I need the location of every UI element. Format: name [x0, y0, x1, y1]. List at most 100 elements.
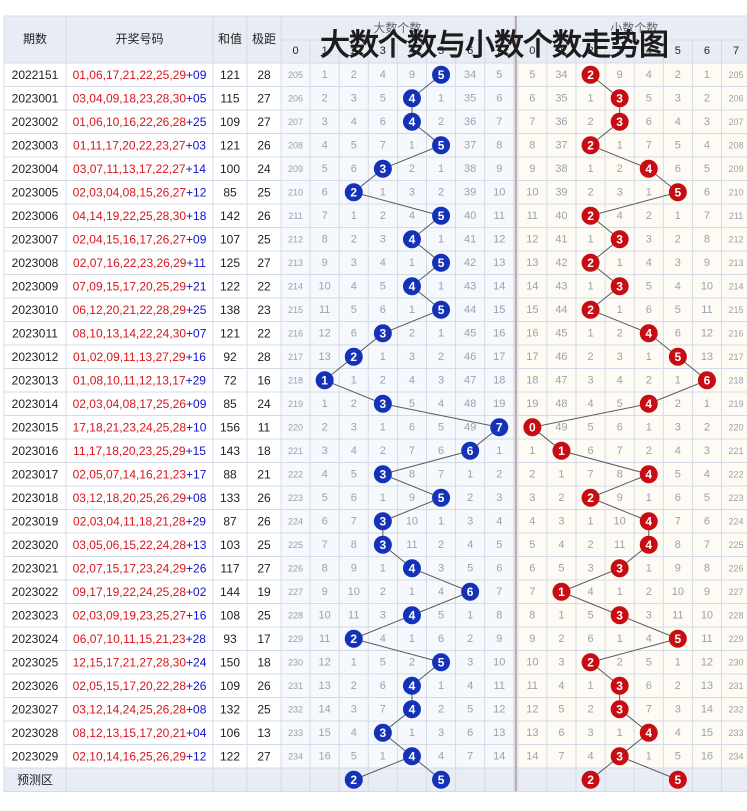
miss-cell: 1 — [587, 680, 593, 692]
big-ball — [373, 535, 392, 554]
numbers-cell: 11,17,18,20,23,25,29+15 — [73, 444, 206, 458]
predict-big-ball — [344, 770, 363, 789]
numbers-cell: 02,03,04,11,18,21,28+29 — [73, 514, 206, 528]
numbers-cell: 03,12,18,20,25,26,29+08 — [73, 491, 207, 505]
tick-label: 0 — [292, 45, 298, 57]
miss-cell: 222 — [288, 469, 303, 479]
big-ball — [402, 230, 421, 249]
sum-cell: 142 — [220, 209, 240, 223]
miss-cell: 19 — [493, 398, 505, 410]
miss-cell: 13 — [701, 680, 713, 692]
miss-cell: 2 — [438, 186, 444, 198]
miss-cell: 6 — [646, 116, 652, 128]
miss-cell: 210 — [288, 187, 303, 197]
miss-cell: 5 — [675, 468, 681, 480]
miss-cell: 2 — [675, 680, 681, 692]
miss-cell: 4 — [529, 515, 535, 527]
miss-cell: 7 — [351, 515, 357, 527]
range-cell: 25 — [257, 232, 271, 246]
miss-cell: 5 — [558, 703, 564, 715]
miss-cell: 11 — [494, 210, 505, 222]
range-cell: 26 — [257, 138, 271, 152]
miss-cell: 217 — [288, 352, 303, 362]
range-cell: 27 — [257, 561, 271, 575]
miss-cell: 1 — [704, 69, 710, 81]
miss-cell: 6 — [675, 163, 681, 175]
range-cell: 28 — [257, 350, 271, 364]
period-cell: 2023001 — [12, 91, 59, 105]
header-sum: 和值 — [218, 31, 242, 46]
miss-cell: 1 — [438, 680, 444, 692]
miss-cell: 5 — [438, 421, 444, 433]
numbers-cell: 02,03,09,19,23,25,27+16 — [73, 608, 207, 622]
period-cell: 2023007 — [12, 232, 59, 246]
miss-cell: 1 — [617, 139, 623, 151]
tick-label: 6 — [467, 45, 473, 57]
big-ball — [315, 371, 334, 390]
miss-cell: 4 — [409, 374, 415, 386]
miss-cell: 2 — [587, 351, 593, 363]
miss-cell: 2 — [675, 233, 681, 245]
miss-cell: 3 — [380, 233, 386, 245]
miss-cell: 2 — [467, 633, 473, 645]
numbers-cell: 02,04,15,16,17,26,27+09 — [73, 232, 207, 246]
big-ball — [373, 324, 392, 343]
range-cell: 16 — [257, 373, 271, 387]
miss-cell: 5 — [380, 92, 386, 104]
miss-cell: 4 — [646, 257, 652, 269]
miss-cell: 5 — [704, 492, 710, 504]
miss-cell: 4 — [380, 69, 386, 81]
small-ball — [552, 441, 571, 460]
miss-cell: 1 — [380, 562, 386, 574]
big-ball-label: 5 — [438, 68, 445, 82]
small-ball-label: 3 — [616, 749, 623, 763]
miss-cell: 1 — [409, 139, 415, 151]
miss-cell: 2 — [587, 539, 593, 551]
miss-cell: 232 — [288, 704, 303, 714]
miss-cell: 1 — [617, 633, 623, 645]
miss-cell: 208 — [288, 140, 303, 150]
big-ball — [461, 582, 480, 601]
miss-cell: 16 — [319, 750, 331, 762]
miss-cell: 3 — [646, 609, 652, 621]
miss-cell: 2 — [646, 374, 652, 386]
miss-cell: 214 — [729, 281, 744, 291]
miss-cell: 228 — [729, 610, 744, 620]
miss-cell: 1 — [380, 750, 386, 762]
predict-small-ball — [668, 770, 687, 789]
small-ball — [581, 300, 600, 319]
miss-cell: 10 — [493, 656, 505, 668]
miss-cell: 6 — [646, 304, 652, 316]
small-ball — [610, 606, 629, 625]
miss-cell: 207 — [729, 117, 744, 127]
period-cell: 2023014 — [12, 397, 59, 411]
miss-cell: 6 — [351, 492, 357, 504]
miss-cell: 3 — [409, 351, 415, 363]
miss-cell: 5 — [322, 492, 328, 504]
tick-label: 2 — [351, 45, 357, 57]
miss-cell: 3 — [558, 515, 564, 527]
miss-cell: 2 — [409, 656, 415, 668]
miss-cell: 8 — [496, 609, 502, 621]
miss-cell: 213 — [729, 258, 744, 268]
miss-cell: 1 — [438, 163, 444, 175]
miss-cell: 3 — [351, 421, 357, 433]
miss-cell: 3 — [467, 515, 473, 527]
miss-cell: 7 — [704, 210, 710, 222]
big-ball — [402, 676, 421, 695]
header-period: 期数 — [23, 31, 47, 46]
miss-cell: 11 — [527, 680, 538, 692]
numbers-cell: 03,05,06,15,22,24,28+13 — [73, 538, 207, 552]
miss-cell: 42 — [555, 257, 567, 269]
miss-cell: 225 — [288, 540, 303, 550]
miss-cell: 18 — [526, 374, 538, 386]
header-range: 极距 — [252, 32, 276, 46]
small-ball — [581, 136, 600, 155]
miss-cell: 45 — [555, 327, 567, 339]
tick-label: 1 — [558, 45, 564, 57]
miss-cell: 224 — [288, 516, 303, 526]
miss-cell: 11 — [406, 539, 417, 551]
big-ball-label: 4 — [409, 279, 416, 293]
range-cell: 27 — [257, 749, 271, 763]
sum-cell: 121 — [220, 326, 240, 340]
